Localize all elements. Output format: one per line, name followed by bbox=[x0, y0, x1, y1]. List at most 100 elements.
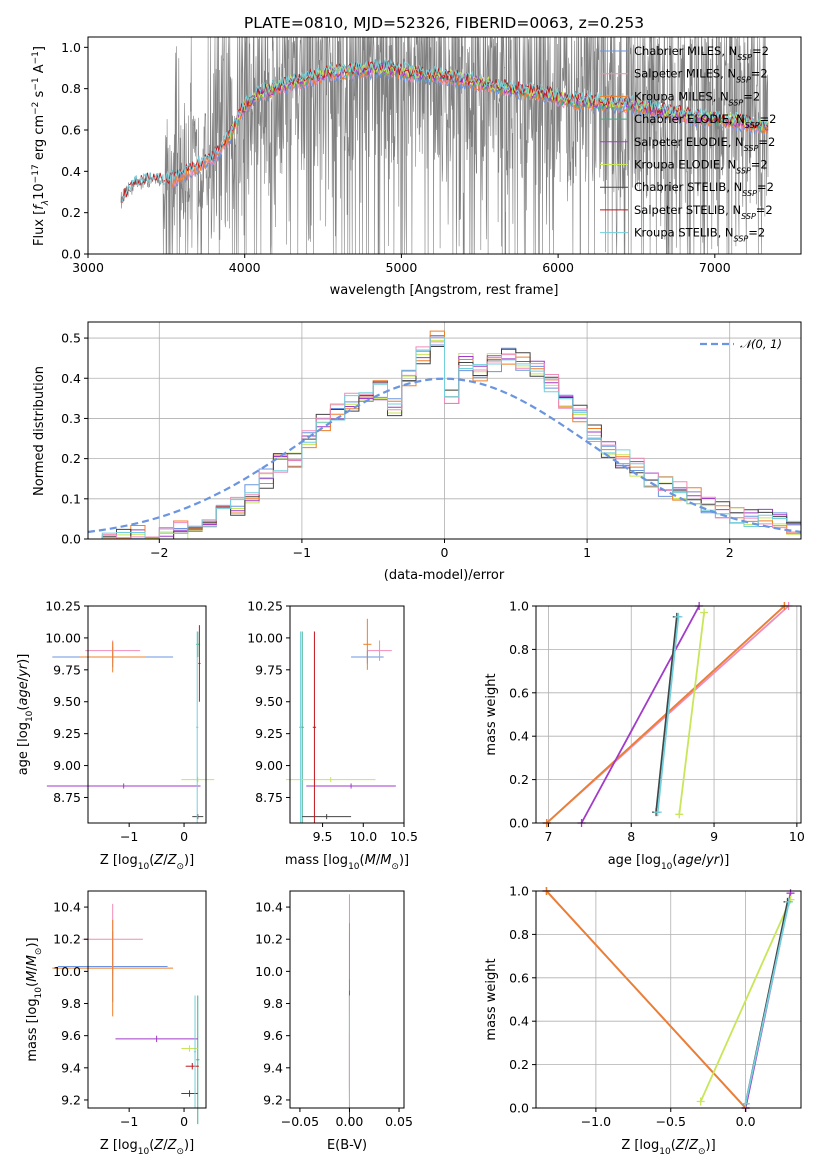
y-tick-label: 1.0 bbox=[509, 599, 529, 614]
x-tick-label: 4000 bbox=[229, 260, 261, 275]
y-tick-label: 9.6 bbox=[263, 1028, 283, 1043]
legend-sub: SSP bbox=[736, 166, 751, 175]
x-axis-label: wavelength [Angstrom, rest frame] bbox=[330, 283, 559, 298]
y-axis-label: mass weight bbox=[484, 673, 499, 755]
y-tick-label: 10.25 bbox=[45, 599, 81, 614]
y-axis-label: age [log10(age/yr)] bbox=[16, 654, 35, 776]
plot-area-mass_vs_Z bbox=[52, 903, 200, 1125]
x-tick-label: 6000 bbox=[542, 260, 574, 275]
y-axis-label: Normed distribution bbox=[32, 366, 47, 496]
label-part: ⊙ bbox=[391, 862, 399, 872]
label-part: ( bbox=[360, 853, 365, 868]
plot-area-massweight_vs_age bbox=[542, 602, 793, 827]
y-tick-label: 1.0 bbox=[61, 40, 81, 55]
legend-label: Salpeter ELODIE, NSSP=2 bbox=[634, 135, 775, 153]
y-tick-label: 9.25 bbox=[53, 726, 81, 741]
label-part: 10 bbox=[348, 862, 360, 872]
legend-text: Chabrier MILES, N bbox=[634, 44, 737, 58]
label-part: −1 bbox=[31, 77, 41, 90]
x-tick-label: 0.05 bbox=[385, 1114, 413, 1129]
y-tick-label: 0.4 bbox=[61, 164, 81, 179]
axes-frame bbox=[289, 890, 405, 1109]
legend-text: Salpeter MILES, N bbox=[634, 67, 736, 81]
legend-text: Kroupa ELODIE, N bbox=[634, 158, 736, 172]
label-part: yr bbox=[16, 662, 31, 678]
legend-label: Salpeter MILES, NSSP=2 bbox=[634, 67, 768, 85]
label-part: ⊙ bbox=[176, 1147, 184, 1157]
x-tick-label: 7 bbox=[544, 829, 552, 844]
x-tick-label: 2 bbox=[726, 545, 734, 560]
y-tick-label: 10.2 bbox=[53, 932, 81, 947]
plot-area-age_vs_Z bbox=[46, 625, 215, 823]
y-tick-label: 9.50 bbox=[255, 694, 283, 709]
label-part: 10 bbox=[138, 862, 150, 872]
legend-sub: SSP bbox=[729, 98, 744, 107]
legend-text: Chabrier ELODIE, N bbox=[634, 112, 745, 126]
x-tick-label: 5000 bbox=[386, 260, 418, 275]
label-part: M bbox=[365, 853, 376, 868]
axes-frame bbox=[87, 605, 207, 824]
y-tick-label: 0.6 bbox=[61, 123, 81, 138]
x-axis-label: Z [log10(Z/Z⊙)] bbox=[100, 1138, 194, 1157]
x-tick-label: 9 bbox=[710, 829, 718, 844]
label-part: ⊙ bbox=[34, 948, 44, 956]
x-axis-label: E(B-V) bbox=[327, 1138, 367, 1153]
y-tick-label: 0.4 bbox=[61, 371, 81, 386]
label-part: 10 bbox=[25, 710, 35, 722]
label-part: Z bbox=[153, 1138, 164, 1153]
y-tick-label: 0.0 bbox=[509, 816, 529, 831]
legend-text: =2 bbox=[743, 89, 760, 103]
y-axis-label: Flux [fλ10−17 erg cm−2 s−1 A−1] bbox=[31, 46, 51, 246]
x-tick-label: 3000 bbox=[72, 260, 104, 275]
y-tick-label: 9.00 bbox=[255, 758, 283, 773]
y-tick-label: 9.75 bbox=[53, 662, 81, 677]
legend-text: Kroupa STELIB, N bbox=[634, 226, 734, 240]
axes-frame bbox=[535, 890, 802, 1109]
label-part: ( bbox=[149, 1138, 154, 1153]
y-tick-label: 9.75 bbox=[255, 662, 283, 677]
label-part: ( bbox=[16, 706, 31, 711]
y-axis-label: mass weight bbox=[484, 958, 499, 1040]
label-part: / bbox=[163, 1138, 168, 1153]
model-spectrum bbox=[172, 64, 769, 188]
label-part: 10 bbox=[32, 183, 47, 200]
label-part: )] bbox=[399, 853, 409, 868]
legend-label: Kroupa STELIB, NSSP=2 bbox=[634, 226, 765, 244]
legend-label: Chabrier ELODIE, NSSP=2 bbox=[634, 112, 776, 130]
panel-residuals: −2 −1 0 1 2 0.0 0.1 0.2 0.3 0.4 0.5 𝒩(0, 1) (data-mo… bbox=[32, 321, 802, 583]
legend-sub: SSP bbox=[736, 75, 751, 84]
y-tick-label: 0.5 bbox=[61, 331, 81, 346]
observed-spectrum bbox=[120, 35, 769, 255]
model-spectrum bbox=[122, 57, 769, 202]
y-tick-label: 10.4 bbox=[53, 900, 81, 915]
label-part: Flux [ bbox=[32, 210, 47, 246]
x-tick-label: −1 bbox=[293, 545, 311, 560]
legend-text: =2 bbox=[751, 158, 768, 172]
x-tick-label: 0.0 bbox=[736, 1114, 756, 1129]
legend-label: Chabrier STELIB, NSSP=2 bbox=[634, 180, 774, 198]
y-tick-label: 1.0 bbox=[509, 884, 529, 899]
label-part: 10 bbox=[34, 987, 44, 999]
label-part: s bbox=[32, 90, 47, 101]
axes-frame bbox=[535, 605, 802, 824]
y-tick-label: 9.00 bbox=[53, 758, 81, 773]
legend-label: Salpeter STELIB, NSSP=2 bbox=[634, 203, 773, 221]
y-tick-label: 9.25 bbox=[255, 726, 283, 741]
y-tick-label: 0.0 bbox=[61, 532, 81, 547]
x-tick-label: −0.5 bbox=[656, 1114, 686, 1129]
label-part: 10 bbox=[661, 862, 673, 872]
x-tick-label: −1.0 bbox=[581, 1114, 611, 1129]
legend-sub: SSP bbox=[745, 121, 760, 130]
y-tick-label: 10.0 bbox=[255, 964, 283, 979]
y-tick-label: 9.6 bbox=[61, 1028, 81, 1043]
y-tick-label: 9.4 bbox=[263, 1060, 283, 1075]
label-part: M bbox=[380, 853, 391, 868]
legend-text: Kroupa MILES, N bbox=[634, 89, 729, 103]
label-part: Z bbox=[675, 1138, 686, 1153]
label-part: Z bbox=[167, 853, 178, 868]
legend-label: Chabrier MILES, NSSP=2 bbox=[634, 44, 769, 62]
figure-title: PLATE=0810, MJD=52326, FIBERID=0063, z=0… bbox=[244, 14, 644, 32]
label-part: )] bbox=[184, 853, 194, 868]
